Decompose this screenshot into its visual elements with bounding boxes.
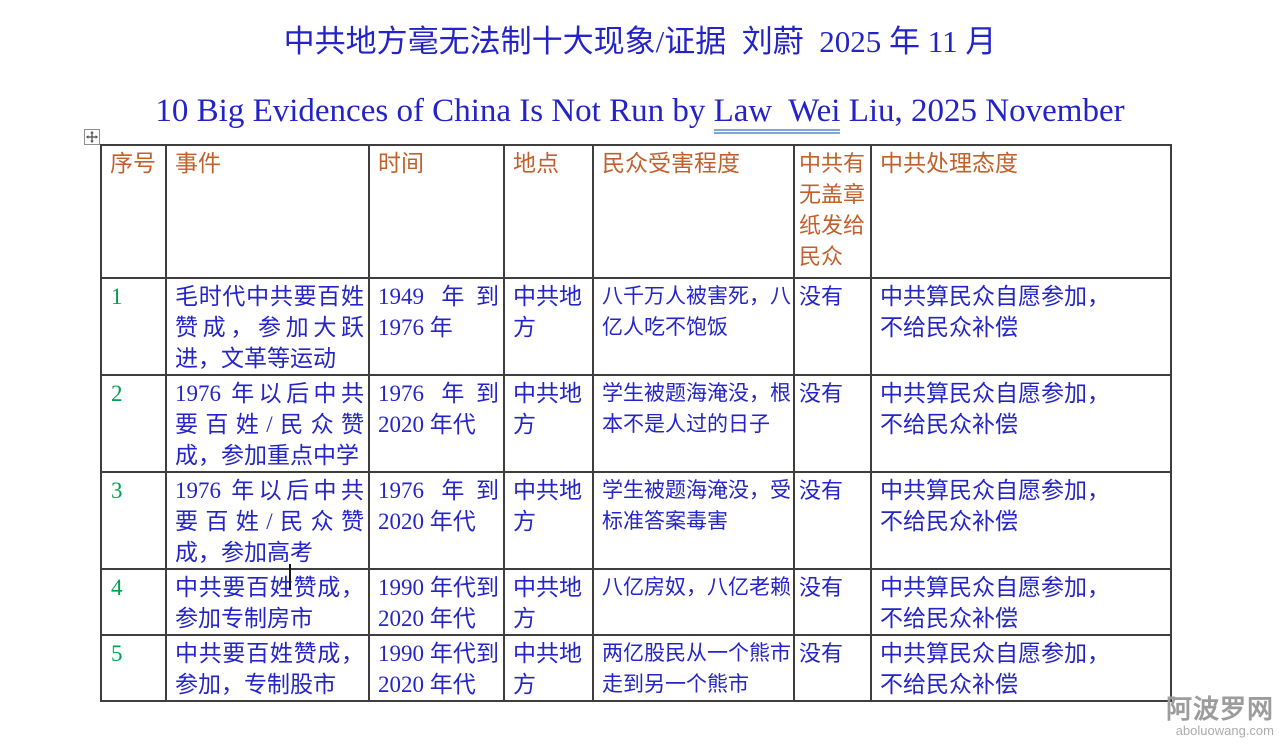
cell-place[interactable]: 中共地方 bbox=[503, 634, 594, 702]
cell-place[interactable]: 中共地方 bbox=[503, 471, 594, 570]
cell-attitude[interactable]: 中共算民众自愿参加， 不给民众补偿 bbox=[870, 471, 1172, 570]
cell-stamp[interactable]: 没有 bbox=[793, 471, 872, 570]
header-cell-stamp[interactable]: 中共有 无盖章 纸发给 民众 bbox=[793, 144, 872, 279]
cell-index[interactable]: 1 bbox=[100, 277, 167, 376]
cell-stamp[interactable]: 没有 bbox=[793, 374, 872, 473]
header-cell-place[interactable]: 地点 bbox=[503, 144, 594, 279]
cell-attitude[interactable]: 中共算民众自愿参加， 不给民众补偿 bbox=[870, 374, 1172, 473]
cell-event[interactable]: 1976 年以后中共 要百姓/民众赞 成，参加重点中学 bbox=[165, 374, 370, 473]
cell-event[interactable]: 中共要百姓赞成， 参加，专制股市 bbox=[165, 634, 370, 702]
table-row: 2 1976 年以后中共 要百姓/民众赞 成，参加重点中学 1976 年到 2020 … bbox=[100, 374, 1172, 473]
cell-attitude[interactable]: 中共算民众自愿参加， 不给民众补偿 bbox=[870, 568, 1172, 636]
cell-attitude[interactable]: 中共算民众自愿参加， 不给民众补偿 bbox=[870, 277, 1172, 376]
table-row: 4 中共要百姓赞成， 参加专制房市 1990 年代到 2020 年代 中共地方 八亿… bbox=[100, 568, 1172, 636]
cell-place[interactable]: 中共地方 bbox=[503, 568, 594, 636]
doc-title-en-underlined: Law Wei bbox=[713, 93, 841, 134]
cell-harm[interactable]: 两亿股民从一个熊市 走到另一个熊市 bbox=[592, 634, 795, 702]
cell-place[interactable]: 中共地方 bbox=[503, 277, 594, 376]
move-cross-icon bbox=[86, 131, 98, 143]
table-row: 3 1976 年以后中共 要百姓/民众赞 成，参加高考 1976 年到 2020 年代… bbox=[100, 471, 1172, 570]
doc-title-en-suffix: Liu, 2025 November bbox=[840, 93, 1125, 129]
table-row: 1 毛时代中共要百姓 赞成，参加大跃 进，文革等运动 1949 年到 1976 年 中… bbox=[100, 277, 1172, 376]
header-cell-time[interactable]: 时间 bbox=[368, 144, 505, 279]
header-cell-harm[interactable]: 民众受害程度 bbox=[592, 144, 795, 279]
header-cell-index[interactable]: 序号 bbox=[100, 144, 167, 279]
cell-event[interactable]: 中共要百姓赞成， 参加专制房市 bbox=[165, 568, 370, 636]
cell-time[interactable]: 1990 年代到 2020 年代 bbox=[368, 634, 505, 702]
header-cell-attitude[interactable]: 中共处理态度 bbox=[870, 144, 1172, 279]
cell-harm[interactable]: 八千万人被害死，八 亿人吃不饱饭 bbox=[592, 277, 795, 376]
table-row: 5 中共要百姓赞成， 参加，专制股市 1990 年代到 2020 年代 中共地方 两… bbox=[100, 634, 1172, 702]
watermark-domain: aboluowang.com bbox=[1175, 723, 1274, 738]
table-header-row: 序号 事件 时间 地点 民众受害程度 中共有 无盖章 纸发给 民众 中共处理态度 bbox=[100, 144, 1172, 279]
evidence-table-container: 序号 事件 时间 地点 民众受害程度 中共有 无盖章 纸发给 民众 中共处理态度 1 … bbox=[84, 129, 1172, 702]
watermark-logo: 阿波罗网 bbox=[1165, 694, 1274, 724]
cell-harm[interactable]: 八亿房奴，八亿老赖 bbox=[592, 568, 795, 636]
doc-title-en[interactable]: 10 Big Evidences of China Is Not Run by … bbox=[0, 92, 1280, 134]
cell-event[interactable]: 毛时代中共要百姓 赞成，参加大跃 进，文革等运动 bbox=[165, 277, 370, 376]
cell-index[interactable]: 4 bbox=[100, 568, 167, 636]
cell-time[interactable]: 1976 年到 2020 年代 bbox=[368, 374, 505, 473]
text-cursor bbox=[289, 564, 291, 590]
cell-time[interactable]: 1976 年到 2020 年代 bbox=[368, 471, 505, 570]
cell-index[interactable]: 2 bbox=[100, 374, 167, 473]
evidence-table: 序号 事件 时间 地点 民众受害程度 中共有 无盖章 纸发给 民众 中共处理态度 1 … bbox=[100, 144, 1172, 702]
cell-place[interactable]: 中共地方 bbox=[503, 374, 594, 473]
cell-stamp[interactable]: 没有 bbox=[793, 634, 872, 702]
cell-index[interactable]: 5 bbox=[100, 634, 167, 702]
cell-event[interactable]: 1976 年以后中共 要百姓/民众赞 成，参加高考 bbox=[165, 471, 370, 570]
watermark: 阿波罗网 aboluowang.com bbox=[1166, 695, 1274, 738]
cell-stamp[interactable]: 没有 bbox=[793, 568, 872, 636]
cell-stamp[interactable]: 没有 bbox=[793, 277, 872, 376]
cell-harm[interactable]: 学生被题海淹没，受 标准答案毒害 bbox=[592, 471, 795, 570]
cell-attitude[interactable]: 中共算民众自愿参加， 不给民众补偿 bbox=[870, 634, 1172, 702]
doc-title-zh[interactable]: 中共地方毫无法制十大现象/证据 刘蔚 2025 年 11 月 bbox=[283, 24, 997, 59]
header-cell-event[interactable]: 事件 bbox=[165, 144, 370, 279]
table-move-handle[interactable] bbox=[84, 129, 100, 145]
cell-time[interactable]: 1990 年代到 2020 年代 bbox=[368, 568, 505, 636]
cell-harm[interactable]: 学生被题海淹没，根 本不是人过的日子 bbox=[592, 374, 795, 473]
cell-index[interactable]: 3 bbox=[100, 471, 167, 570]
cell-time[interactable]: 1949 年到 1976 年 bbox=[368, 277, 505, 376]
doc-title-en-prefix: 10 Big Evidences of China Is Not Run by bbox=[155, 93, 714, 129]
